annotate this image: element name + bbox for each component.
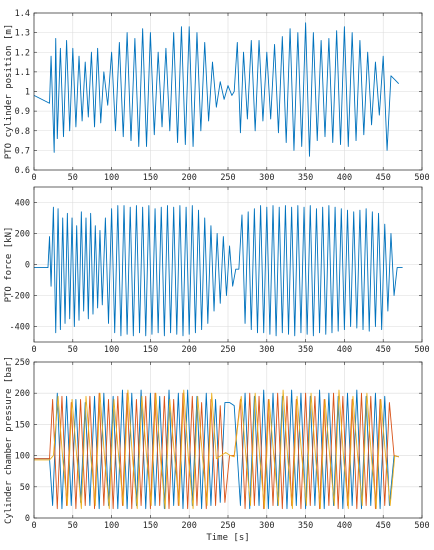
y-axis-label: PTO force [kN] bbox=[4, 227, 14, 303]
y-tick-label: 1.1 bbox=[15, 68, 30, 78]
y-tick-label: 50 bbox=[20, 483, 30, 493]
x-tick-label: 50 bbox=[68, 173, 78, 183]
y-tick-label: 150 bbox=[15, 420, 30, 430]
y-tick-label: 0.7 bbox=[15, 146, 30, 156]
series-line-1 bbox=[34, 22, 400, 157]
series-line-2 bbox=[34, 392, 399, 510]
x-tick-label: 300 bbox=[259, 345, 274, 355]
x-tick-label: 400 bbox=[337, 345, 352, 355]
x-tick-label: 100 bbox=[104, 345, 119, 355]
panel-cylinder-chamber-pressure: 0 50 100 150 200 250 300 350 400 450 500 0 50 100 150 2… bbox=[4, 356, 430, 543]
series-line-3 bbox=[34, 389, 399, 510]
x-tick-label: 400 bbox=[337, 521, 352, 531]
y-tick-label: 1 bbox=[25, 88, 30, 98]
x-tick-label: 500 bbox=[414, 173, 429, 183]
y-tick-label: 0 bbox=[25, 261, 30, 271]
x-axis-label: Time [s] bbox=[206, 533, 249, 543]
y-tick-label: 250 bbox=[15, 358, 30, 368]
x-tick-label: 250 bbox=[220, 521, 235, 531]
x-tick-label: 100 bbox=[104, 173, 119, 183]
x-tick-label: 50 bbox=[68, 521, 78, 531]
x-tick-label: 400 bbox=[337, 173, 352, 183]
y-tick-label: 0 bbox=[25, 514, 30, 524]
x-tick-label: 150 bbox=[143, 173, 158, 183]
series-line-1 bbox=[34, 205, 403, 337]
y-axis-label: PTO cylinder position [m] bbox=[4, 24, 14, 159]
x-tick-label: 350 bbox=[298, 345, 313, 355]
y-tick-label: 400 bbox=[15, 199, 30, 209]
y-tick-label: 1.3 bbox=[15, 29, 30, 39]
y-tick-label: 200 bbox=[15, 389, 30, 399]
y-tick-label: -200 bbox=[10, 292, 30, 302]
panel-pto-cylinder-position: 0 50 100 150 200 250 300 350 400 450 500 0.6 0.7 0.8 0… bbox=[4, 9, 430, 183]
panel-pto-force: 0 50 100 150 200 250 300 350 400 450 500 -400 -200 0 2… bbox=[4, 186, 430, 355]
x-tick-label: 450 bbox=[376, 173, 391, 183]
x-tick-label: 0 bbox=[31, 521, 36, 531]
y-tick-label: 1.4 bbox=[15, 9, 30, 19]
x-tick-label: 250 bbox=[220, 345, 235, 355]
x-tick-label: 100 bbox=[104, 521, 119, 531]
y-tick-label: 0.9 bbox=[15, 107, 30, 117]
x-tick-label: 0 bbox=[31, 173, 36, 183]
y-tick-label: -400 bbox=[10, 323, 30, 333]
x-tick-label: 150 bbox=[143, 345, 158, 355]
x-tick-label: 150 bbox=[143, 521, 158, 531]
y-axis-label: Cylinder chamber pressure [bar] bbox=[4, 356, 14, 524]
y-tick-label: 100 bbox=[15, 452, 30, 462]
x-tick-label: 450 bbox=[376, 521, 391, 531]
x-tick-label: 200 bbox=[182, 521, 197, 531]
x-tick-label: 50 bbox=[68, 345, 78, 355]
x-tick-label: 200 bbox=[182, 345, 197, 355]
y-tick-label: 0.6 bbox=[15, 166, 30, 176]
x-tick-label: 450 bbox=[376, 345, 391, 355]
x-tick-label: 0 bbox=[31, 345, 36, 355]
x-tick-label: 250 bbox=[220, 173, 235, 183]
x-tick-label: 300 bbox=[259, 521, 274, 531]
x-tick-label: 500 bbox=[414, 345, 429, 355]
x-tick-label: 350 bbox=[298, 173, 313, 183]
y-tick-label: 0.8 bbox=[15, 127, 30, 137]
x-tick-label: 500 bbox=[414, 521, 429, 531]
x-tick-label: 300 bbox=[259, 173, 274, 183]
x-tick-label: 350 bbox=[298, 521, 313, 531]
y-tick-label: 200 bbox=[15, 230, 30, 240]
x-tick-label: 200 bbox=[182, 173, 197, 183]
y-tick-label: 1.2 bbox=[15, 48, 30, 58]
